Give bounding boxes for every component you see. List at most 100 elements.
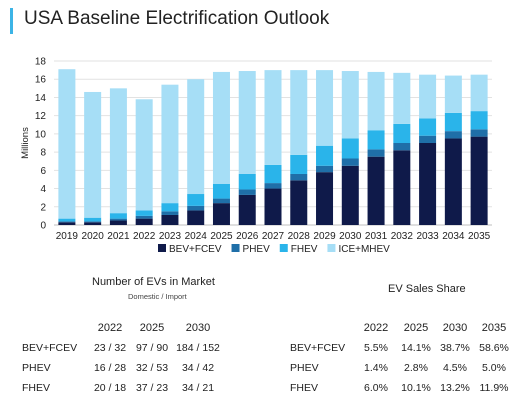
bar-segment (316, 145, 334, 166)
ev-share-header-empty (290, 318, 356, 338)
bar-segment (419, 118, 437, 136)
table-cell: 58.6% (479, 342, 509, 354)
ev-market-table-title: Number of EVs in Market (92, 276, 215, 288)
ev-market-header-empty (22, 318, 90, 338)
bar-segment (109, 218, 127, 221)
y-tick-label: 12 (35, 111, 47, 122)
x-tick-label: 2027 (262, 231, 285, 242)
y-tick-label: 16 (35, 75, 47, 86)
bar-segment (290, 70, 308, 155)
bar-segment (419, 143, 437, 225)
bar-segment (316, 165, 334, 173)
x-tick-label: 2031 (365, 231, 388, 242)
x-tick-label: 2026 (236, 231, 259, 242)
bar-segment (367, 71, 385, 131)
bar-segment (212, 203, 230, 225)
table-row: BEV+FCEV 23 / 32 97 / 90 184 / 152 (22, 338, 222, 358)
y-tick-label: 18 (35, 57, 47, 68)
bar-segment (58, 222, 76, 225)
bar-segment (393, 143, 411, 151)
x-tick-label: 2022 (133, 231, 156, 242)
row-label: FHEV (290, 382, 319, 394)
bar-segment (238, 71, 256, 174)
legend-label: BEV+FCEV (169, 244, 222, 255)
bar-segment (367, 130, 385, 150)
bar-segment (212, 198, 230, 204)
legend-swatch (327, 244, 336, 252)
bar-segment (212, 71, 230, 184)
bar-segment (444, 112, 462, 132)
table-cell: 5.0% (482, 362, 506, 374)
table-row: BEV+FCEV 5.5% 14.1% 38.7% 58.6% (290, 338, 514, 358)
bar-segment (84, 91, 102, 218)
y-tick-label: 0 (40, 221, 46, 232)
table-cell: 34 / 21 (181, 382, 215, 394)
legend-label: PHEV (243, 244, 271, 255)
y-tick-label: 14 (35, 93, 47, 104)
bar-segment (109, 220, 127, 225)
legend-label: ICE+MHEV (338, 244, 390, 255)
table-cell: 32 / 53 (135, 362, 169, 374)
table-cell: 37 / 23 (135, 382, 169, 394)
table-cell: 4.5% (443, 362, 467, 374)
x-tick-label: 2030 (339, 231, 362, 242)
ev-share-header-row: 2022 2025 2030 2035 (290, 318, 514, 338)
bar-segment (58, 218, 76, 222)
legend-label: FHEV (291, 244, 318, 255)
table-cell: 34 / 42 (181, 362, 215, 374)
bar-segment (393, 150, 411, 225)
ev-share-year-header: 2035 (481, 322, 507, 334)
x-tick-label: 2021 (107, 231, 130, 242)
bar-segment (419, 135, 437, 143)
y-tick-label: 10 (35, 129, 47, 140)
x-tick-label: 2034 (442, 231, 465, 242)
bar-segment (290, 173, 308, 181)
row-label: PHEV (290, 362, 319, 374)
page-title: USA Baseline Electrification Outlook (24, 8, 330, 29)
bar-segment (84, 217, 102, 222)
x-tick-label: 2028 (288, 231, 311, 242)
ev-market-year-header: 2030 (185, 322, 211, 334)
row-label: BEV+FCEV (22, 342, 78, 354)
bar-segment (316, 70, 334, 146)
bar-segment (84, 221, 102, 223)
title-accent-bar (10, 8, 13, 34)
table-cell: 5.5% (364, 342, 388, 354)
ev-market-header-row: 2022 2025 2030 (22, 318, 222, 338)
bar-segment (187, 205, 205, 211)
x-tick-label: 2024 (185, 231, 208, 242)
table-cell: 23 / 32 (93, 342, 127, 354)
bar-segment (58, 221, 76, 223)
bar-segment (341, 138, 359, 159)
x-tick-label: 2019 (56, 231, 79, 242)
ev-market-table-subtitle: Domestic / Import (128, 292, 187, 301)
bar-segment (264, 188, 282, 225)
bar-segment (161, 214, 179, 225)
x-tick-label: 2023 (159, 231, 182, 242)
bar-segment (470, 74, 488, 112)
table-cell: 16 / 28 (93, 362, 127, 374)
bar-segment (444, 131, 462, 139)
bar-segment (393, 72, 411, 124)
bar-segment (290, 180, 308, 225)
bar-segment (419, 74, 437, 119)
bar-segment (367, 156, 385, 225)
table-row: FHEV 20 / 18 37 / 23 34 / 21 (22, 378, 222, 398)
x-tick-label: 2025 (210, 231, 233, 242)
table-cell: 97 / 90 (135, 342, 169, 354)
bar-segment (135, 210, 153, 216)
table-row: FHEV 6.0% 10.1% 13.2% 11.9% (290, 378, 514, 398)
ev-market-year-header: 2025 (139, 322, 165, 334)
table-cell: 11.9% (479, 382, 509, 394)
x-tick-label: 2033 (416, 231, 439, 242)
bar-segment (161, 84, 179, 204)
table-cell: 38.7% (440, 342, 470, 354)
y-tick-label: 2 (40, 202, 46, 213)
bar-segment (212, 184, 230, 199)
ev-share-year-header: 2022 (363, 322, 389, 334)
table-row: PHEV 16 / 28 32 / 53 34 / 42 (22, 358, 222, 378)
bar-segment (238, 194, 256, 225)
table-cell: 6.0% (364, 382, 388, 394)
y-tick-label: 8 (40, 148, 46, 159)
